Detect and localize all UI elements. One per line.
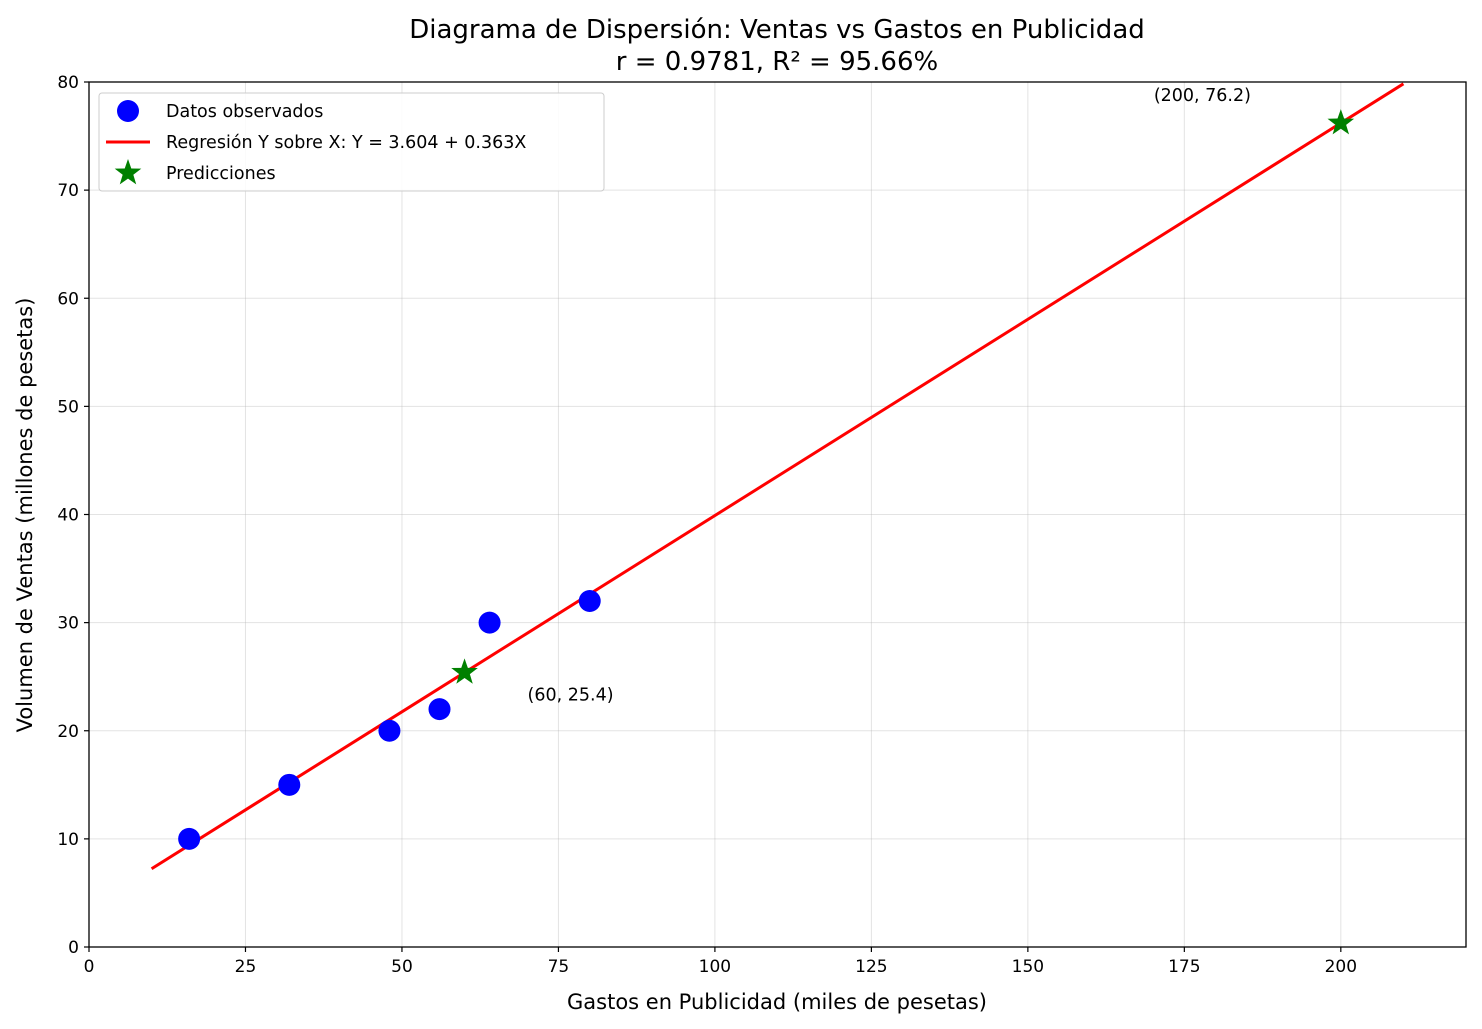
data-point — [278, 773, 301, 796]
plot-area: (60, 25.4) (200, 76.2) — [150, 82, 1405, 871]
x-tick-label: 0 — [84, 957, 95, 977]
data-point — [428, 698, 451, 721]
data-point — [478, 611, 501, 634]
prediction-annotation: (200, 76.2) — [1154, 86, 1251, 106]
y-tick-label: 20 — [57, 722, 79, 742]
x-tick-label: 125 — [855, 957, 887, 977]
legend-label-predictions: Predicciones — [166, 164, 276, 184]
y-tick-label: 30 — [57, 614, 79, 634]
y-axis-label: Volumen de Ventas (millones de pesetas) — [13, 298, 37, 733]
x-tick-label: 100 — [699, 957, 731, 977]
legend-circle-icon — [117, 100, 139, 122]
x-tick-label: 50 — [391, 957, 413, 977]
x-tick-label: 175 — [1168, 957, 1200, 977]
x-axis-label: Gastos en Publicidad (miles de pesetas) — [567, 990, 987, 1014]
y-tick-label: 10 — [57, 830, 79, 850]
x-tick-label: 150 — [1012, 957, 1044, 977]
y-tick-label: 70 — [57, 181, 79, 201]
prediction-star-icon — [1327, 109, 1355, 135]
legend-label-regression: Regresión Y sobre X: Y = 3.604 + 0.363X — [166, 133, 526, 153]
data-point — [378, 719, 401, 742]
prediction-star-icon — [451, 658, 478, 684]
gridlines — [88, 81, 1466, 948]
axes-frame — [88, 81, 1467, 948]
regression-line — [150, 82, 1405, 871]
x-tick-label: 200 — [1325, 957, 1357, 977]
chart-title: Diagrama de Dispersión: Ventas vs Gastos… — [409, 15, 1145, 45]
legend-box — [98, 92, 605, 192]
prediction-annotation: (60, 25.4) — [528, 685, 614, 705]
legend: Datos observados Regresión Y sobre X: Y … — [98, 92, 605, 192]
y-tick-label: 0 — [68, 938, 79, 958]
y-tick-label: 60 — [57, 289, 79, 309]
data-point — [578, 590, 601, 612]
x-tick-label: 75 — [548, 957, 570, 977]
legend-star-icon — [114, 159, 142, 185]
chart-subtitle: r = 0.9781, R² = 95.66% — [616, 47, 938, 77]
legend-label-observed: Datos observados — [166, 102, 323, 122]
x-tick-label: 25 — [235, 957, 257, 977]
y-tick-label: 40 — [57, 506, 79, 526]
y-tick-label: 80 — [57, 73, 79, 93]
y-tick-label: 50 — [57, 397, 79, 417]
axis-ticks: 0 25 50 75 100 125 150 175 200 0 10 20 30 40 50 60 70 80 — [57, 73, 1357, 977]
data-point — [178, 827, 201, 850]
